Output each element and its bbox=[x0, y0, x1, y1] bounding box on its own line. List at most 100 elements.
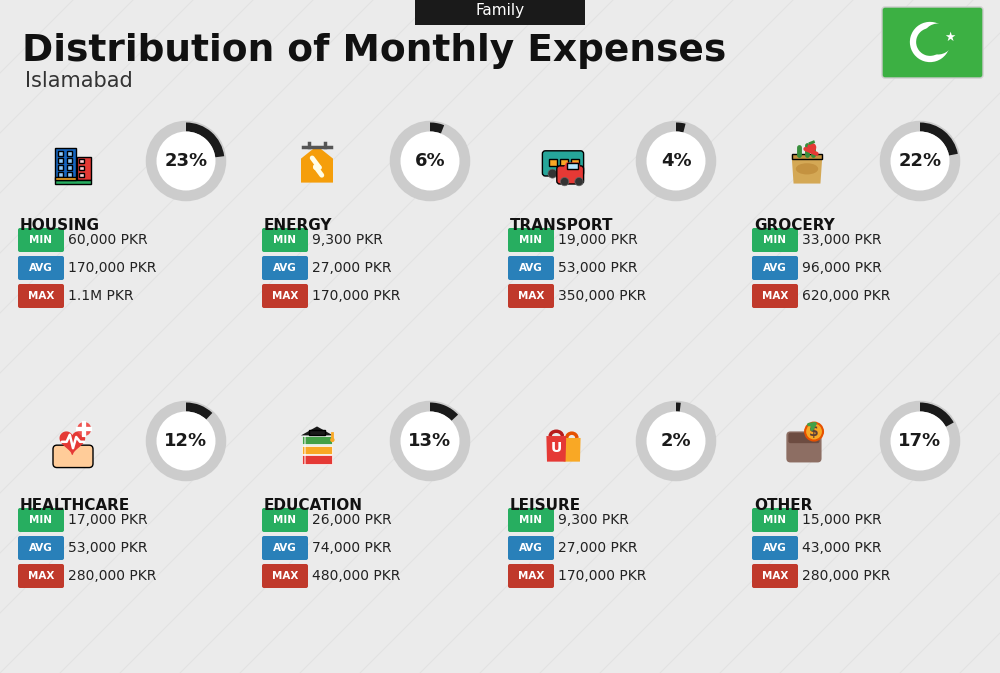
Text: MAX: MAX bbox=[762, 571, 788, 581]
FancyBboxPatch shape bbox=[262, 564, 308, 588]
Text: Family: Family bbox=[475, 3, 525, 17]
Ellipse shape bbox=[796, 164, 818, 174]
FancyBboxPatch shape bbox=[18, 564, 64, 588]
Text: MIN: MIN bbox=[30, 515, 52, 525]
FancyBboxPatch shape bbox=[542, 151, 584, 176]
Text: 15,000 PKR: 15,000 PKR bbox=[802, 513, 882, 527]
FancyBboxPatch shape bbox=[752, 284, 798, 308]
FancyBboxPatch shape bbox=[67, 165, 72, 170]
Polygon shape bbox=[60, 432, 85, 454]
Text: MIN: MIN bbox=[274, 235, 296, 245]
Text: 19,000 PKR: 19,000 PKR bbox=[558, 233, 638, 247]
Circle shape bbox=[156, 411, 216, 470]
Text: 1.1M PKR: 1.1M PKR bbox=[68, 289, 134, 303]
Text: AVG: AVG bbox=[273, 543, 297, 553]
FancyBboxPatch shape bbox=[18, 508, 64, 532]
FancyBboxPatch shape bbox=[792, 154, 822, 160]
Polygon shape bbox=[546, 436, 566, 462]
FancyBboxPatch shape bbox=[262, 228, 308, 252]
Text: OTHER: OTHER bbox=[754, 498, 812, 513]
Text: 27,000 PKR: 27,000 PKR bbox=[558, 541, 638, 555]
FancyBboxPatch shape bbox=[752, 564, 798, 588]
Text: TRANSPORT: TRANSPORT bbox=[510, 218, 614, 233]
Wedge shape bbox=[676, 122, 686, 133]
Text: ★: ★ bbox=[944, 30, 956, 44]
FancyBboxPatch shape bbox=[560, 159, 568, 166]
Circle shape bbox=[807, 143, 816, 152]
Text: 17,000 PKR: 17,000 PKR bbox=[68, 513, 148, 527]
Circle shape bbox=[156, 131, 216, 190]
Text: 480,000 PKR: 480,000 PKR bbox=[312, 569, 400, 583]
Text: AVG: AVG bbox=[763, 263, 787, 273]
Text: MIN: MIN bbox=[520, 235, 542, 245]
Wedge shape bbox=[186, 122, 224, 157]
Text: 23%: 23% bbox=[164, 152, 208, 170]
FancyBboxPatch shape bbox=[309, 429, 325, 435]
Text: MIN: MIN bbox=[764, 235, 786, 245]
Text: MIN: MIN bbox=[30, 235, 52, 245]
Text: 12%: 12% bbox=[164, 432, 208, 450]
FancyBboxPatch shape bbox=[55, 180, 91, 184]
Circle shape bbox=[575, 178, 583, 186]
FancyBboxPatch shape bbox=[18, 536, 64, 560]
Wedge shape bbox=[430, 402, 458, 421]
Text: MAX: MAX bbox=[272, 291, 298, 301]
Text: 27,000 PKR: 27,000 PKR bbox=[312, 261, 392, 275]
FancyBboxPatch shape bbox=[786, 431, 822, 462]
Wedge shape bbox=[920, 122, 958, 155]
FancyBboxPatch shape bbox=[58, 172, 63, 177]
FancyBboxPatch shape bbox=[302, 436, 332, 444]
Text: AVG: AVG bbox=[29, 543, 53, 553]
FancyBboxPatch shape bbox=[262, 508, 308, 532]
Text: AVG: AVG bbox=[519, 543, 543, 553]
FancyBboxPatch shape bbox=[752, 228, 798, 252]
FancyBboxPatch shape bbox=[262, 536, 308, 560]
FancyBboxPatch shape bbox=[549, 159, 557, 166]
FancyBboxPatch shape bbox=[18, 256, 64, 280]
FancyBboxPatch shape bbox=[508, 508, 554, 532]
Wedge shape bbox=[430, 122, 444, 133]
Text: 9,300 PKR: 9,300 PKR bbox=[558, 513, 629, 527]
Text: MAX: MAX bbox=[272, 571, 298, 581]
Text: 53,000 PKR: 53,000 PKR bbox=[68, 541, 148, 555]
Text: 620,000 PKR: 620,000 PKR bbox=[802, 289, 890, 303]
FancyBboxPatch shape bbox=[567, 163, 578, 169]
Text: U: U bbox=[550, 441, 562, 455]
Text: 17%: 17% bbox=[898, 432, 942, 450]
FancyBboxPatch shape bbox=[571, 159, 579, 166]
FancyBboxPatch shape bbox=[752, 256, 798, 280]
Text: GROCERY: GROCERY bbox=[754, 218, 835, 233]
Text: AVG: AVG bbox=[29, 263, 53, 273]
FancyBboxPatch shape bbox=[882, 7, 983, 78]
Text: 9,300 PKR: 9,300 PKR bbox=[312, 233, 383, 247]
Text: AVG: AVG bbox=[763, 543, 787, 553]
FancyBboxPatch shape bbox=[18, 228, 64, 252]
Text: MIN: MIN bbox=[274, 515, 296, 525]
FancyBboxPatch shape bbox=[55, 177, 76, 180]
Text: Islamabad: Islamabad bbox=[25, 71, 133, 91]
FancyBboxPatch shape bbox=[58, 165, 63, 170]
Text: 280,000 PKR: 280,000 PKR bbox=[68, 569, 156, 583]
Text: HOUSING: HOUSING bbox=[20, 218, 100, 233]
FancyBboxPatch shape bbox=[18, 284, 64, 308]
FancyBboxPatch shape bbox=[67, 158, 72, 163]
Text: 53,000 PKR: 53,000 PKR bbox=[558, 261, 638, 275]
Polygon shape bbox=[563, 438, 581, 462]
Circle shape bbox=[805, 423, 823, 441]
Text: 33,000 PKR: 33,000 PKR bbox=[802, 233, 882, 247]
Text: HEALTHCARE: HEALTHCARE bbox=[20, 498, 130, 513]
FancyBboxPatch shape bbox=[79, 173, 84, 177]
FancyBboxPatch shape bbox=[557, 166, 584, 184]
Text: AVG: AVG bbox=[519, 263, 543, 273]
Wedge shape bbox=[676, 402, 681, 412]
Text: AVG: AVG bbox=[273, 263, 297, 273]
Circle shape bbox=[330, 437, 335, 442]
Text: 4%: 4% bbox=[661, 152, 691, 170]
FancyBboxPatch shape bbox=[77, 157, 91, 180]
FancyBboxPatch shape bbox=[508, 536, 554, 560]
Circle shape bbox=[77, 422, 91, 436]
FancyBboxPatch shape bbox=[262, 284, 308, 308]
FancyBboxPatch shape bbox=[262, 256, 308, 280]
Circle shape bbox=[400, 411, 460, 470]
Polygon shape bbox=[301, 146, 333, 182]
